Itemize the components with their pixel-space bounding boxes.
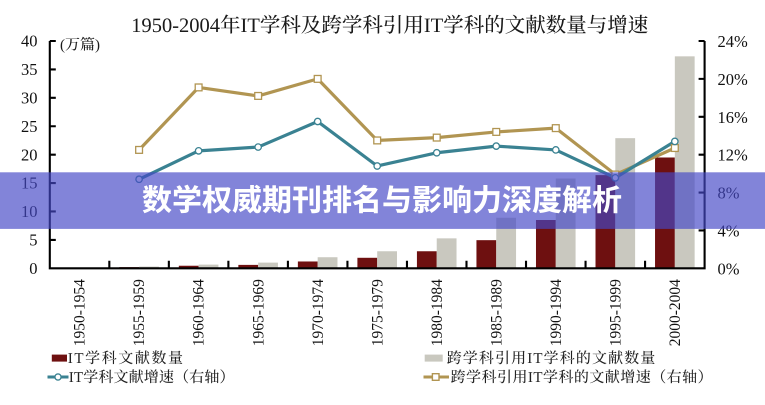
svg-text:1965-1969: 1965-1969 bbox=[250, 279, 267, 346]
svg-text:1995-1999: 1995-1999 bbox=[607, 279, 624, 346]
svg-text:30: 30 bbox=[21, 88, 38, 107]
svg-text:12%: 12% bbox=[718, 146, 749, 165]
svg-text:5: 5 bbox=[29, 230, 37, 249]
svg-text:16%: 16% bbox=[718, 108, 749, 127]
svg-text:24%: 24% bbox=[718, 32, 749, 51]
svg-text:1980-1984: 1980-1984 bbox=[429, 279, 446, 346]
svg-text:1975-1979: 1975-1979 bbox=[369, 279, 386, 346]
svg-text:20: 20 bbox=[21, 145, 38, 164]
svg-text:1955-1959: 1955-1959 bbox=[131, 279, 148, 346]
svg-text:1970-1974: 1970-1974 bbox=[310, 279, 327, 346]
svg-text:1960-1964: 1960-1964 bbox=[191, 279, 208, 346]
svg-text:1985-1989: 1985-1989 bbox=[488, 279, 505, 346]
svg-text:35: 35 bbox=[21, 60, 38, 79]
svg-text:20%: 20% bbox=[718, 70, 749, 89]
svg-text:40: 40 bbox=[21, 32, 38, 51]
svg-text:1990-1994: 1990-1994 bbox=[548, 279, 565, 346]
svg-text:0%: 0% bbox=[718, 259, 740, 278]
svg-text:1950-1954: 1950-1954 bbox=[72, 279, 89, 346]
svg-text:0: 0 bbox=[29, 259, 37, 278]
svg-text:25: 25 bbox=[21, 117, 38, 136]
svg-text:2000-2004: 2000-2004 bbox=[667, 279, 684, 346]
